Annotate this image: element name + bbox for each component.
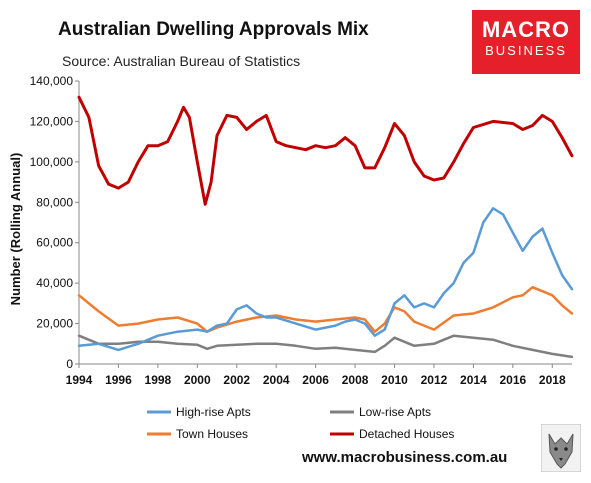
y-tick-label: 100,000 — [30, 155, 74, 169]
chart-series-lines — [77, 95, 574, 359]
series-line-low-rise-apts — [77, 334, 574, 359]
legend-label: Low-rise Apts — [359, 405, 431, 419]
x-tick-label: 2014 — [460, 373, 487, 387]
x-tick-label: 2018 — [539, 373, 566, 387]
y-tick-label: 120,000 — [30, 114, 74, 128]
x-tick-label: 2004 — [263, 373, 290, 387]
x-tick-label: 2010 — [381, 373, 408, 387]
x-tick-label: 1996 — [105, 373, 132, 387]
x-tick-label: 2016 — [499, 373, 526, 387]
x-tick-label: 2012 — [421, 373, 448, 387]
legend-label: Town Houses — [176, 427, 248, 441]
series-line-high-rise-apts — [77, 207, 574, 352]
chart-legend: High-rise Apts Low-rise Apts Town Houses De… — [147, 405, 454, 441]
series-line-town-houses — [77, 285, 574, 333]
y-tick-label: 140,000 — [30, 74, 74, 88]
x-tick-label: 2002 — [223, 373, 250, 387]
x-tick-label: 1994 — [66, 373, 93, 387]
x-tick-label: 2008 — [342, 373, 369, 387]
website-url[interactable]: www.macrobusiness.com.au — [302, 449, 508, 466]
wolf-logo-icon — [541, 424, 581, 472]
y-tick-label: 0 — [66, 357, 73, 371]
y-tick-label: 20,000 — [36, 317, 73, 331]
logo-line-2: BUSINESS — [485, 43, 567, 58]
macro-business-logo: MACRO BUSINESS — [472, 10, 580, 74]
series-line-detached-houses — [77, 95, 574, 206]
y-axis-label: Number (Rolling Annual) — [8, 153, 23, 306]
x-tick-label: 1998 — [145, 373, 172, 387]
y-tick-label: 40,000 — [36, 276, 73, 290]
y-tick-label: 60,000 — [36, 236, 73, 250]
legend-label: High-rise Apts — [176, 405, 251, 419]
chart-axes: 0 20,000 40,000 60,000 80,000 100,000 120,000 1… — [30, 74, 572, 387]
x-tick-label: 2006 — [302, 373, 329, 387]
x-tick-label: 2000 — [184, 373, 211, 387]
chart-subtitle: Source: Australian Bureau of Statistics — [62, 53, 301, 69]
y-tick-label: 80,000 — [36, 195, 73, 209]
logo-line-1: MACRO — [481, 17, 571, 42]
legend-label: Detached Houses — [359, 427, 454, 441]
chart-title: Australian Dwelling Approvals Mix — [58, 19, 369, 40]
